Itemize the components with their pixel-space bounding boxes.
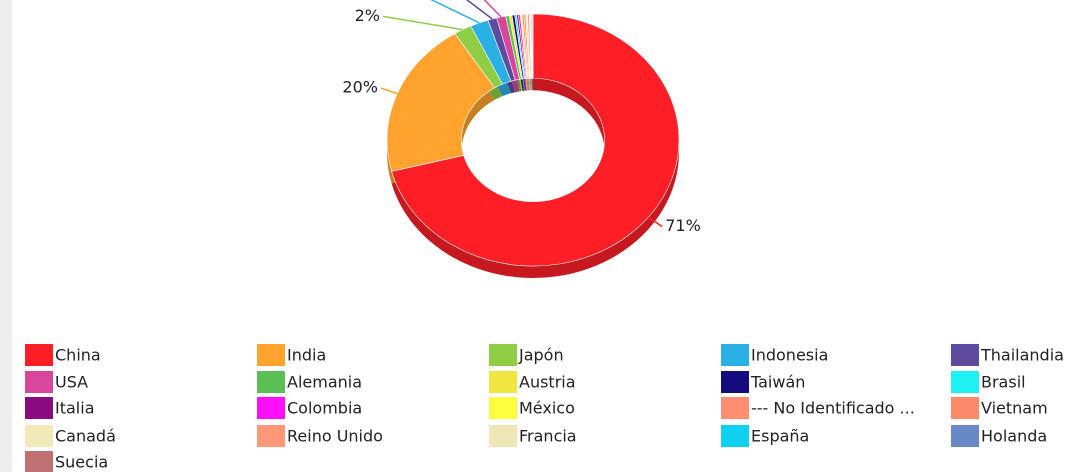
- legend-swatch: [489, 425, 517, 447]
- legend-label: Taiwán: [750, 373, 805, 392]
- legend-swatch: [721, 425, 749, 447]
- label-leader: [380, 87, 398, 95]
- legend-label: Indonesia: [751, 346, 828, 365]
- data-label: 2%: [355, 6, 380, 25]
- slice: [391, 13, 680, 267]
- slice: [386, 33, 496, 172]
- data-label: 20%: [342, 78, 378, 97]
- label-leader: [382, 15, 463, 31]
- legend-swatch: [951, 397, 979, 419]
- label-leader: [647, 216, 663, 228]
- legend-swatch: [951, 425, 979, 447]
- legend-swatch: [489, 371, 517, 393]
- legend-swatch: [25, 344, 53, 366]
- legend-label: Italia: [55, 399, 95, 418]
- legend-swatch: [489, 344, 517, 366]
- legend-label: Reino Unido: [287, 427, 383, 446]
- legend-label: Suecia: [55, 453, 108, 472]
- legend-label: --- No Identificado ...: [751, 399, 915, 418]
- legend-swatch: [257, 344, 285, 366]
- legend-label: USA: [55, 373, 88, 392]
- legend-label: Francia: [519, 427, 577, 446]
- label-leader: [465, 0, 493, 20]
- legend-swatch: [489, 397, 517, 419]
- label-leader: [483, 0, 502, 18]
- legend-label: China: [55, 346, 101, 365]
- legend-label: Japón: [518, 346, 564, 365]
- legend-label: India: [287, 346, 326, 365]
- legend-label: Canadá: [55, 427, 116, 446]
- legend-label: España: [751, 427, 809, 446]
- data-label: 71%: [665, 216, 701, 235]
- legend-swatch: [25, 397, 53, 419]
- legend-swatch: [257, 397, 285, 419]
- legend-label: Austria: [519, 373, 576, 392]
- legend-swatch: [257, 371, 285, 393]
- legend-swatch: [25, 451, 53, 472]
- legend-label: Colombia: [287, 399, 362, 418]
- legend-label: Brasil: [981, 373, 1026, 392]
- label-leader: [430, 0, 480, 24]
- legend-label: México: [519, 399, 575, 418]
- legend-swatch: [721, 371, 749, 393]
- legend-swatch: [721, 344, 749, 366]
- legend-label: Thailandia: [980, 346, 1064, 365]
- slices: [386, 13, 680, 267]
- legend-label: Alemania: [287, 373, 362, 392]
- legend-swatch: [25, 371, 53, 393]
- legend-swatch: [25, 425, 53, 447]
- side-strip: [0, 0, 12, 472]
- slice: [531, 13, 534, 79]
- legend-swatch: [257, 425, 285, 447]
- legend-swatch: [951, 344, 979, 366]
- legend-label: Vietnam: [981, 399, 1048, 418]
- legend-swatch: [951, 371, 979, 393]
- legend-swatch: [721, 397, 749, 419]
- legend-label: Holanda: [981, 427, 1047, 446]
